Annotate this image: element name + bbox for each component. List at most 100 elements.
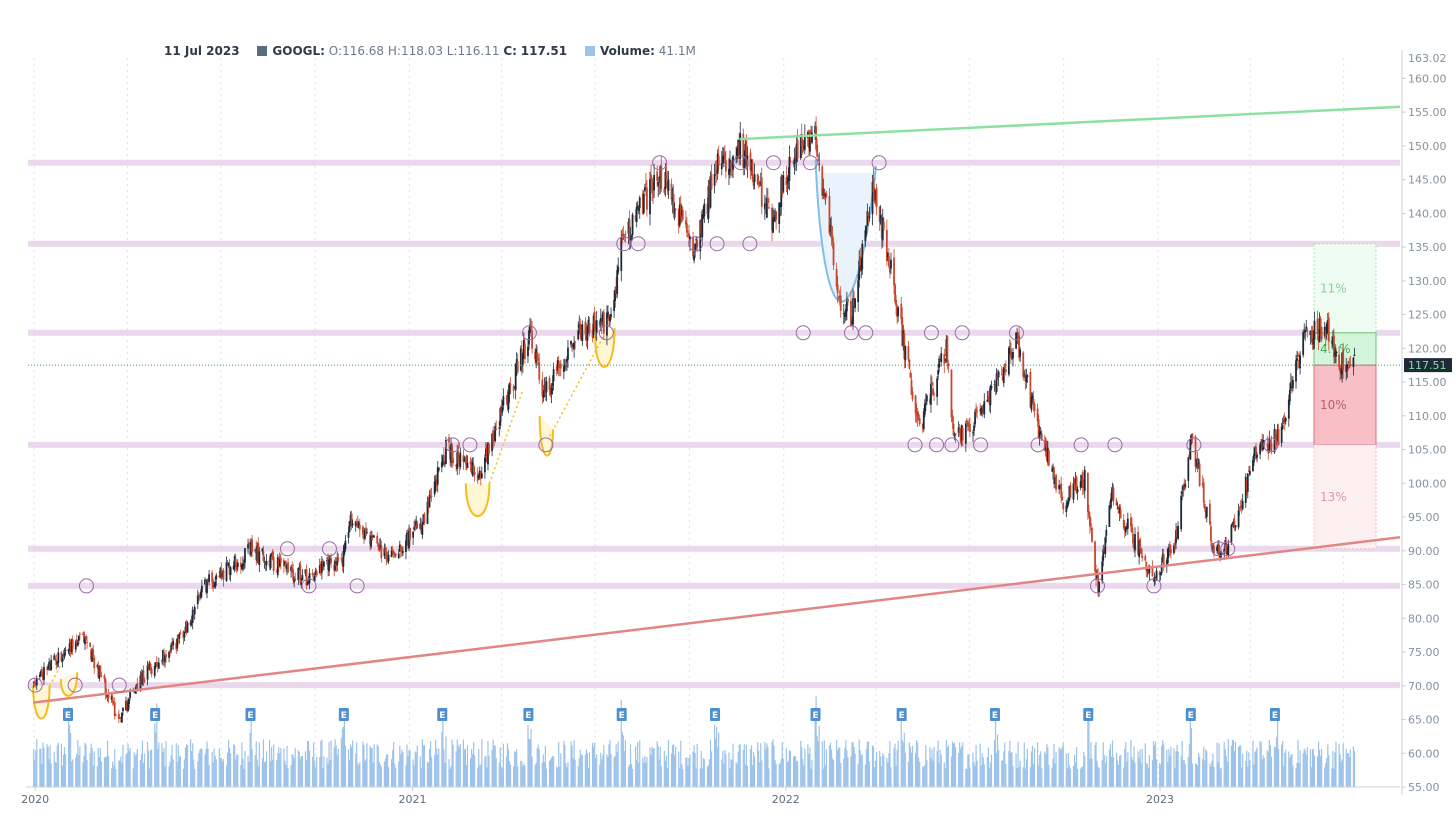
pivot-circles xyxy=(27,155,1279,693)
volume-bar xyxy=(369,745,371,787)
candle-body xyxy=(1288,390,1291,402)
volume-bar xyxy=(595,758,597,787)
volume-bar xyxy=(1010,752,1012,787)
y-tick-label: 145.00 xyxy=(1408,174,1447,187)
candle-body xyxy=(1266,444,1269,446)
candle-body xyxy=(983,401,986,415)
volume-bar xyxy=(1213,766,1215,787)
pivot-circle xyxy=(538,437,554,453)
candle-body xyxy=(930,383,932,405)
pivot-circle xyxy=(462,437,478,453)
volume-bar xyxy=(141,740,144,787)
volume-bar xyxy=(197,761,199,787)
candle-body xyxy=(214,581,217,588)
volume-bar xyxy=(434,754,436,787)
candle-body xyxy=(959,431,962,443)
volume-bar xyxy=(408,749,410,787)
candle-body xyxy=(771,208,773,231)
candle-body xyxy=(1101,561,1104,582)
volume-bar xyxy=(904,752,906,787)
volume-bar xyxy=(967,754,969,787)
candle-body xyxy=(330,558,332,563)
volume-bar xyxy=(154,723,156,787)
candle-body xyxy=(150,668,153,674)
volume-bar xyxy=(500,767,502,787)
candle-body xyxy=(248,543,250,545)
candle-body xyxy=(473,472,476,476)
candle-body xyxy=(329,558,331,561)
candle-body xyxy=(378,543,381,552)
candle-body xyxy=(106,693,109,697)
volume-bar xyxy=(464,748,467,787)
volume-bar xyxy=(1189,710,1191,787)
candle-body xyxy=(689,236,691,241)
volume-bar xyxy=(853,746,855,787)
volume-bar xyxy=(1180,756,1182,787)
candle-body xyxy=(370,536,372,547)
candle-body xyxy=(1146,568,1149,572)
volume-bar xyxy=(1170,746,1172,787)
candle-body xyxy=(163,652,165,662)
earnings-label: E xyxy=(152,711,158,721)
candle-body xyxy=(176,638,179,649)
volume-bar xyxy=(170,755,172,787)
volume-bar xyxy=(1242,753,1244,787)
candle-body xyxy=(77,635,80,641)
candle-body xyxy=(679,203,682,217)
volume-bar xyxy=(352,740,354,787)
volume-bar xyxy=(413,765,415,787)
volume-bar xyxy=(707,764,710,787)
candle-body xyxy=(225,562,228,581)
candle-body xyxy=(386,558,389,562)
candle-body xyxy=(255,547,258,561)
volume-bar xyxy=(1174,768,1176,787)
candle-body xyxy=(146,665,149,680)
candle-body xyxy=(154,662,157,667)
volume-bar xyxy=(76,753,78,787)
y-top-label: 163.02 xyxy=(1408,52,1447,65)
candle-body xyxy=(502,396,505,406)
volume-bar xyxy=(273,744,275,787)
volume-bar xyxy=(652,749,654,787)
volume-bar xyxy=(1191,763,1194,787)
volume-bar xyxy=(308,750,311,787)
candle-body xyxy=(376,535,379,544)
volume-bar xyxy=(1302,753,1304,787)
volume-bar xyxy=(1219,768,1221,787)
candle-body xyxy=(43,667,45,680)
volume-bar xyxy=(1341,759,1343,787)
volume-bar xyxy=(79,746,81,787)
volume-bar xyxy=(810,768,812,787)
candle-body xyxy=(537,358,540,361)
candle-body xyxy=(1124,527,1127,533)
candle-body xyxy=(1025,375,1028,382)
candle-body xyxy=(886,253,889,258)
volume-bar xyxy=(531,756,533,787)
candle-body xyxy=(717,155,720,167)
candle-body xyxy=(1158,572,1161,575)
volume-bar xyxy=(422,745,424,787)
volume-bar xyxy=(1263,757,1265,787)
candle-body xyxy=(357,522,360,528)
candle-body xyxy=(880,219,883,239)
candle-body xyxy=(440,462,443,468)
volume-bar xyxy=(1289,757,1291,787)
candle-body xyxy=(957,427,960,433)
volume-bar xyxy=(107,756,110,787)
volume-bar xyxy=(514,751,516,787)
y-tick-label: 120.00 xyxy=(1408,342,1447,355)
candle-body xyxy=(520,349,523,367)
candle-body xyxy=(785,177,788,186)
candle-body xyxy=(307,582,310,584)
candle-body xyxy=(1255,446,1257,460)
volume-bar xyxy=(163,748,165,787)
volume-bar xyxy=(1004,742,1006,787)
volume-bar xyxy=(1232,740,1235,787)
candle-body xyxy=(1132,533,1134,544)
volume-bar xyxy=(615,744,617,787)
candle-body xyxy=(616,270,619,294)
volume-bar xyxy=(42,742,44,787)
volume-bar xyxy=(420,767,422,787)
